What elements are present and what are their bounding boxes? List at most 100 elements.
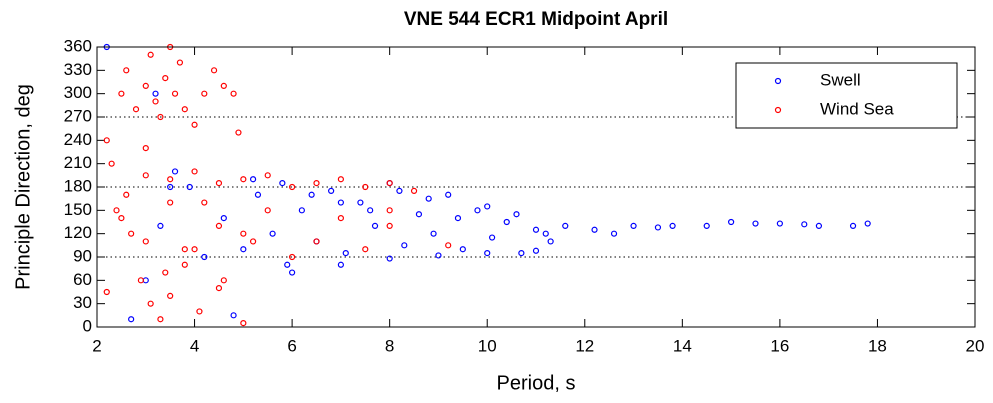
point [474,207,481,214]
point [230,90,237,97]
point [532,226,540,233]
x-tick-label: 6 [287,336,296,355]
x-tick-label: 20 [966,336,985,355]
legend-marker [774,106,782,114]
point [137,277,144,284]
point [240,246,247,253]
point [669,222,676,229]
point [279,180,286,187]
point [328,187,335,194]
x-tick-label: 18 [868,336,887,355]
point [210,67,218,74]
point [128,316,135,323]
point [410,187,418,194]
x-tick-label: 16 [770,336,789,355]
point [415,211,423,218]
point [147,300,154,307]
point [396,187,403,194]
point [562,222,569,229]
series [103,43,871,323]
point [801,221,808,228]
point [264,207,271,214]
point [167,292,174,299]
point [108,160,115,167]
point [201,90,208,97]
point [181,246,188,253]
point [532,247,540,254]
point [157,222,164,229]
point [181,261,188,268]
y-tick-label: 150 [64,200,92,219]
y-tick-label: 0 [83,316,92,335]
point [610,230,618,237]
point [459,246,466,253]
y-tick-label: 270 [64,106,92,125]
point [152,98,159,105]
point [503,218,510,226]
point [176,59,184,66]
point [235,129,242,136]
x-tick-label: 14 [673,336,692,355]
point [435,252,442,259]
point [103,288,110,296]
point [167,183,174,191]
point [264,172,271,179]
point [269,230,276,237]
point [489,234,496,241]
point [196,308,203,315]
point [191,121,198,128]
point [157,113,164,121]
y-tick-label: 300 [64,83,92,102]
point [518,250,525,257]
point [162,269,169,276]
point [401,242,408,249]
point [342,250,349,257]
point [191,246,198,253]
point [167,199,174,206]
point [157,316,164,323]
point [162,75,169,82]
point [186,183,193,191]
point [113,207,120,214]
point [220,82,227,89]
point [386,207,393,214]
y-tick-label: 210 [64,153,92,172]
point [630,222,637,229]
point [289,253,296,261]
point [864,220,871,227]
point [132,106,140,113]
point [298,207,305,214]
point [849,222,857,229]
point [240,176,247,183]
point [142,238,149,245]
point [220,277,227,284]
x-tick-label: 12 [575,336,594,355]
point [484,203,491,210]
x-axis-label: Period, s [497,372,576,394]
point [337,176,344,183]
legend-box [735,62,958,129]
point [371,222,379,229]
point [542,230,549,237]
point [249,238,257,245]
point [167,176,174,183]
point [171,90,179,97]
point [386,255,393,262]
point [547,238,554,245]
point [152,90,159,97]
y-tick-label: 360 [64,36,92,55]
point [308,191,315,198]
y-axis-label: Principle Direction, deg [12,84,34,290]
point [337,215,344,222]
point [123,67,130,74]
point [215,285,223,292]
point [147,51,154,58]
point [118,215,125,222]
point [362,183,369,191]
point [220,215,227,222]
point [118,90,125,97]
point [142,82,149,89]
y-tick-label: 30 [73,293,92,312]
y-tick-label: 60 [73,270,92,289]
point [289,269,296,276]
